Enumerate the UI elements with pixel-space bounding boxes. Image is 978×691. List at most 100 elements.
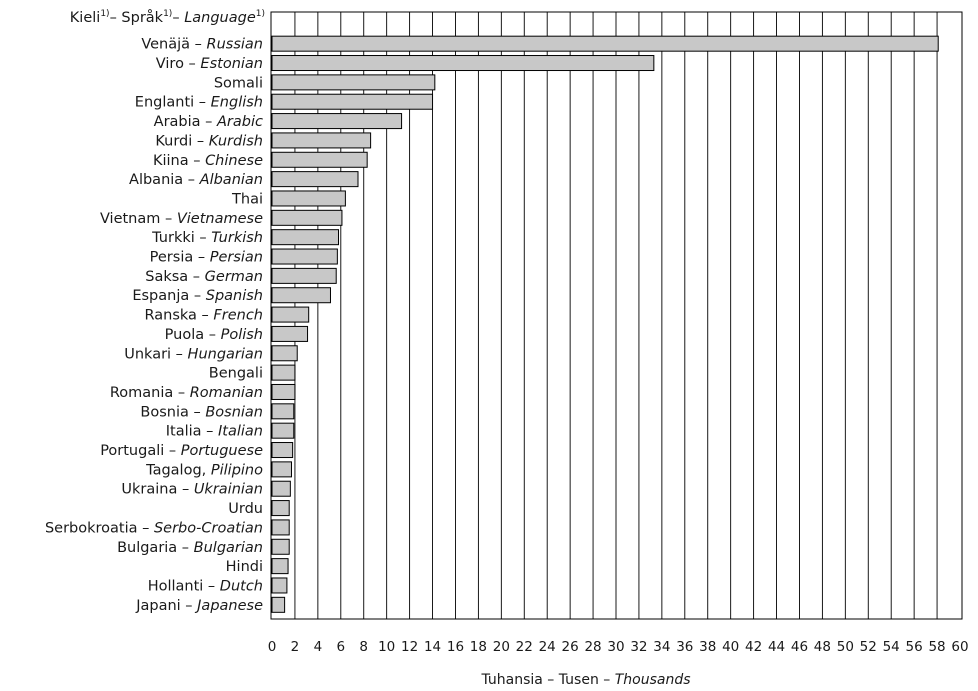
category-label-fi: Tagalog, xyxy=(145,462,211,478)
category-label: Somali xyxy=(214,75,263,91)
category-header-sup-2: 1) xyxy=(163,9,172,19)
x-tick-label: 26 xyxy=(562,639,579,655)
category-label-fi: Urdu xyxy=(228,501,263,517)
x-tick-label: 28 xyxy=(584,639,601,655)
category-label-fi: Englanti – xyxy=(135,95,211,111)
category-header-en: Language xyxy=(184,10,256,26)
category-label: Albania – Albanian xyxy=(129,172,263,188)
category-label-fi: Saksa – xyxy=(145,269,204,285)
category-label-en: Albanian xyxy=(199,172,263,188)
x-tick-label: 50 xyxy=(837,639,854,655)
x-tick-label: 12 xyxy=(401,639,418,655)
bar xyxy=(271,171,359,188)
x-tick-label: 10 xyxy=(378,639,395,655)
category-label-en: Chinese xyxy=(205,153,263,169)
category-label: Saksa – German xyxy=(145,269,263,285)
bar xyxy=(271,577,288,594)
bar xyxy=(271,287,331,304)
category-label: Ukraina – Ukrainian xyxy=(121,482,263,498)
category-label-en: Spanish xyxy=(206,288,263,304)
category-label-fi: Albania – xyxy=(129,172,200,188)
x-tick-label: 8 xyxy=(359,639,368,655)
category-label: Kiina – Chinese xyxy=(153,153,263,169)
category-label-fi: Bosnia – xyxy=(140,404,205,420)
category-label-en: Italian xyxy=(218,424,263,440)
x-tick-label: 56 xyxy=(906,639,923,655)
plot-frame xyxy=(270,11,963,620)
category-label: Ranska – French xyxy=(145,308,263,324)
x-axis-title-italic: Thousands xyxy=(615,672,691,688)
category-label-en: Ukrainian xyxy=(194,482,263,498)
category-label-fi: Venäjä – xyxy=(141,37,206,53)
x-axis-title-plain: Tuhansia – Tusen – xyxy=(480,672,614,688)
category-label-fi: Unkari – xyxy=(124,346,187,362)
category-label: Persia – Persian xyxy=(150,250,263,266)
category-label-fi: Arabia – xyxy=(154,114,217,130)
category-label: Hindi xyxy=(226,559,263,575)
bar xyxy=(271,422,295,439)
category-label-fi: Japani – xyxy=(135,598,197,614)
x-tick-label: 44 xyxy=(768,639,785,655)
category-label: Bengali xyxy=(209,366,263,382)
bar xyxy=(271,345,298,362)
category-label-en: Dutch xyxy=(220,578,263,594)
category-label-fi: Ukraina – xyxy=(121,482,193,498)
bar xyxy=(271,403,295,420)
bar xyxy=(271,190,346,207)
x-tick-label: 58 xyxy=(928,639,945,655)
category-header-sv: – Språk xyxy=(110,9,164,26)
category-label: Englanti – English xyxy=(135,95,263,111)
category-label-en: Pilipino xyxy=(211,462,263,478)
category-label: Vietnam – Vietnamese xyxy=(100,211,263,227)
category-label: Viro – Estonian xyxy=(156,56,263,72)
x-tick-label: 24 xyxy=(539,639,556,655)
category-label-fi: Thai xyxy=(231,191,263,207)
x-tick-label: 42 xyxy=(745,639,762,655)
category-label: Romania – Romanian xyxy=(110,385,263,401)
category-header: Kieli1)– Språk1)– Language1) xyxy=(70,9,265,26)
bar xyxy=(271,93,434,110)
bar xyxy=(271,519,290,536)
bar xyxy=(271,480,291,497)
category-label: Bosnia – Bosnian xyxy=(140,404,263,420)
x-tick-label: 54 xyxy=(883,639,900,655)
category-header-sup-1: 1) xyxy=(100,9,109,19)
x-axis-title: Tuhansia – Tusen – Thousands xyxy=(480,672,690,688)
category-label-fi: Persia – xyxy=(150,250,210,266)
x-tick-label: 46 xyxy=(791,639,808,655)
x-tick-label: 18 xyxy=(470,639,487,655)
category-label: Bulgaria – Bulgarian xyxy=(117,540,263,556)
x-tick-label: 60 xyxy=(951,639,968,655)
category-label-fi: Puola – xyxy=(165,327,221,343)
category-label: Unkari – Hungarian xyxy=(124,346,263,362)
category-label-en: Bosnian xyxy=(205,404,263,420)
bars-group xyxy=(271,35,939,613)
category-label-fi: Kiina – xyxy=(153,153,205,169)
category-label: Tagalog, Pilipino xyxy=(145,462,263,478)
x-tick-label: 0 xyxy=(268,639,277,655)
category-header-sup-3: 1) xyxy=(256,9,265,19)
category-label-fi: Somali xyxy=(214,75,263,91)
bar xyxy=(271,325,309,342)
category-label-fi: Portugali – xyxy=(100,443,181,459)
x-tick-label: 4 xyxy=(314,639,323,655)
x-tick-labels: 0 2 4 6 8 10 12 14 16 18 20 22 24 26 28 30 32 34 36 38 40 42 4… xyxy=(268,639,969,655)
x-tick-label: 16 xyxy=(447,639,464,655)
bar xyxy=(271,383,296,400)
x-tick-label: 30 xyxy=(607,639,624,655)
bar xyxy=(271,267,337,284)
category-label-fi: Viro – xyxy=(156,56,201,72)
bar xyxy=(271,229,340,246)
category-label-fi: Kurdi – xyxy=(155,133,208,149)
category-label-en: Romanian xyxy=(190,385,263,401)
category-label: Italia – Italian xyxy=(166,424,263,440)
bar xyxy=(271,442,294,459)
category-label-fi: Ranska – xyxy=(145,308,214,324)
x-tick-label: 32 xyxy=(630,639,647,655)
category-label-fi: Romania – xyxy=(110,385,190,401)
category-header-fi: Kieli xyxy=(70,10,101,26)
bar xyxy=(271,35,939,52)
category-label-en: Serbo-Croatian xyxy=(154,520,263,536)
